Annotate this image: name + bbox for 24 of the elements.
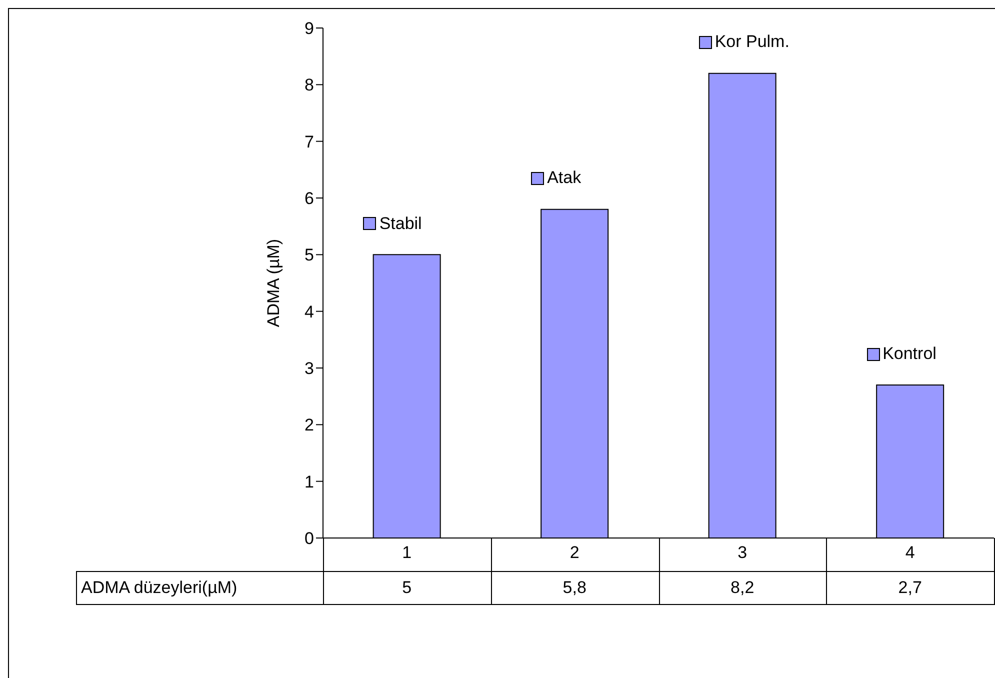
annotation: Atak bbox=[547, 168, 582, 188]
x-tick-label: 3 bbox=[738, 543, 748, 562]
annotation: Kor Pulm. bbox=[714, 32, 790, 52]
data-label: 5,8 bbox=[562, 577, 588, 599]
y-tick-label: 0 bbox=[304, 529, 314, 548]
y-tick-label: 8 bbox=[304, 76, 314, 95]
x-tick-label: 2 bbox=[570, 543, 580, 562]
annotation: Stabil bbox=[379, 214, 422, 234]
y-tick-label: 2 bbox=[304, 416, 314, 435]
x-tick-label: 4 bbox=[905, 543, 915, 562]
y-tick-label: 3 bbox=[304, 359, 314, 378]
data-label: 8,2 bbox=[730, 577, 756, 599]
y-tick-label: 6 bbox=[304, 189, 314, 208]
y-tick-label: 4 bbox=[304, 302, 314, 322]
x-tick-label: 1 bbox=[402, 543, 412, 562]
y-tick-label: 9 bbox=[304, 19, 314, 38]
y-tick-label: 1 bbox=[304, 472, 314, 492]
y-tick-label: 7 bbox=[304, 132, 314, 152]
y-tick-label: 5 bbox=[304, 246, 314, 265]
data-label: 2,7 bbox=[897, 577, 923, 599]
annotation: Kontrol bbox=[882, 344, 936, 364]
y-axis-title: ADMA (µM) bbox=[264, 238, 284, 328]
data-label: 5 bbox=[401, 577, 413, 599]
text: ADMA düzeyleri(µM) bbox=[81, 577, 238, 599]
